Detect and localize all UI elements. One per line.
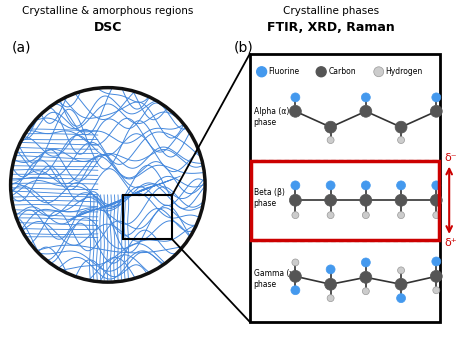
Circle shape xyxy=(395,194,407,206)
Circle shape xyxy=(432,181,441,190)
Text: Carbon: Carbon xyxy=(328,67,356,76)
Circle shape xyxy=(326,181,335,190)
Circle shape xyxy=(395,121,407,133)
Circle shape xyxy=(326,265,335,274)
Circle shape xyxy=(398,137,404,143)
Circle shape xyxy=(433,287,440,294)
Circle shape xyxy=(327,212,334,219)
Circle shape xyxy=(325,278,337,290)
Text: δ⁺: δ⁺ xyxy=(444,238,457,248)
Circle shape xyxy=(432,93,441,102)
Text: Fluorine: Fluorine xyxy=(269,67,300,76)
Circle shape xyxy=(257,67,266,77)
Text: DSC: DSC xyxy=(94,21,122,34)
Circle shape xyxy=(360,194,372,206)
Circle shape xyxy=(395,278,407,290)
Circle shape xyxy=(291,93,300,102)
Text: δ⁻: δ⁻ xyxy=(444,153,457,163)
Circle shape xyxy=(360,105,372,117)
Text: (a): (a) xyxy=(11,41,31,55)
Text: Gamma (γ)
phase: Gamma (γ) phase xyxy=(254,269,297,289)
Circle shape xyxy=(291,286,300,295)
Circle shape xyxy=(316,67,326,77)
Bar xyxy=(250,54,440,322)
Circle shape xyxy=(10,88,205,282)
Circle shape xyxy=(292,259,299,266)
Circle shape xyxy=(433,212,440,219)
Circle shape xyxy=(430,271,442,282)
Circle shape xyxy=(327,295,334,302)
Text: Crystalline & amorphous regions: Crystalline & amorphous regions xyxy=(22,6,193,16)
Circle shape xyxy=(398,212,404,219)
Circle shape xyxy=(290,105,301,117)
Circle shape xyxy=(430,105,442,117)
Circle shape xyxy=(290,194,301,206)
Circle shape xyxy=(325,194,337,206)
Text: Hydrogen: Hydrogen xyxy=(386,67,423,76)
Bar xyxy=(123,195,173,239)
Circle shape xyxy=(361,181,370,190)
Circle shape xyxy=(374,67,383,77)
Circle shape xyxy=(327,137,334,143)
Circle shape xyxy=(362,212,369,219)
Circle shape xyxy=(432,257,441,266)
Circle shape xyxy=(291,181,300,190)
Circle shape xyxy=(362,288,369,295)
Circle shape xyxy=(360,272,372,283)
Circle shape xyxy=(397,181,406,190)
Text: Crystalline phases: Crystalline phases xyxy=(283,6,379,16)
Text: Alpha (α)
phase: Alpha (α) phase xyxy=(254,107,289,127)
Circle shape xyxy=(361,93,370,102)
Circle shape xyxy=(325,121,337,133)
Circle shape xyxy=(292,212,299,219)
Circle shape xyxy=(398,267,404,274)
Text: Beta (β)
phase: Beta (β) phase xyxy=(254,188,284,208)
Text: FTIR, XRD, Raman: FTIR, XRD, Raman xyxy=(267,21,395,34)
Text: (b): (b) xyxy=(234,41,254,55)
Circle shape xyxy=(361,258,370,267)
Circle shape xyxy=(430,194,442,206)
Circle shape xyxy=(397,294,406,303)
Circle shape xyxy=(290,271,301,282)
Bar xyxy=(251,161,439,240)
